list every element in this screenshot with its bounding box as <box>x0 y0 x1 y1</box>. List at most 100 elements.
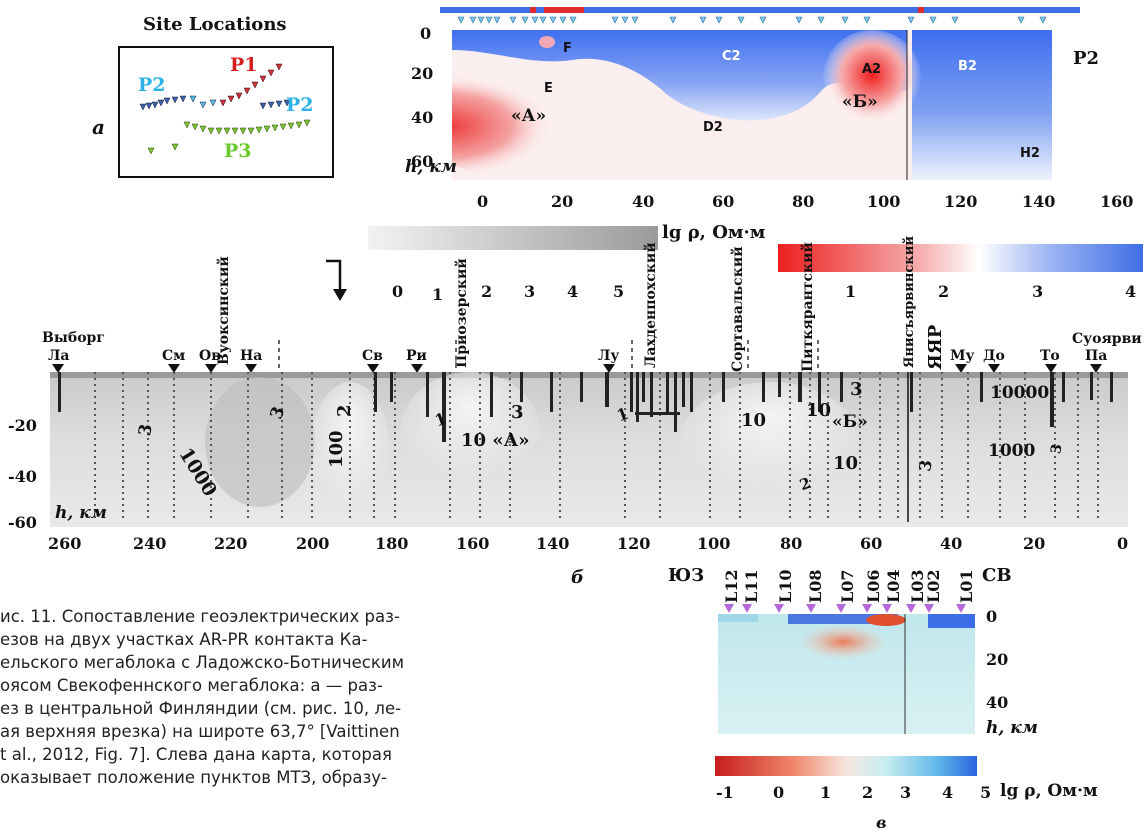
colorbar-a-tick: 4 <box>1125 282 1137 301</box>
section-v-depth-label: h, км <box>986 718 1038 738</box>
gray-scale-tick: 2 <box>481 282 493 301</box>
caption-line: оясом Свекофеннского мегаблока: а — раз- <box>0 676 383 695</box>
map-label-p1: P1 <box>230 54 258 76</box>
p2-resistivity-section <box>452 30 1062 180</box>
caption-line: езов на двух участках AR-PR контакта Ка- <box>0 630 368 649</box>
station-label: То <box>1040 348 1060 364</box>
station-label: Ри <box>406 348 427 364</box>
colorbar-v-tick: 4 <box>942 783 954 802</box>
station-markers-b <box>52 364 1102 373</box>
map-title: Site Locations <box>143 14 287 35</box>
section-a-x-tick: 100 <box>867 192 901 211</box>
region-f: F <box>563 41 572 56</box>
p2-station-strip <box>440 7 1080 24</box>
colorbar-v-tick: 2 <box>862 783 874 802</box>
panel-v-label: в <box>876 813 887 832</box>
station-label: Па <box>1085 348 1108 364</box>
section-v-y-tick: 20 <box>986 650 1009 669</box>
caption-line: ез в центральной Финляндии (см. рис. 10,… <box>0 699 402 718</box>
karelia-resistivity-section <box>50 372 1128 527</box>
gray-scale-tick: 5 <box>613 282 625 301</box>
section-a-x-tick: 160 <box>1100 192 1134 211</box>
station-label: Св <box>362 348 383 364</box>
gray-scale-tick: 3 <box>524 282 536 301</box>
sw-label: ЮЗ <box>668 565 705 586</box>
site-markers <box>139 63 311 155</box>
profile-label: P2 <box>1073 48 1100 69</box>
resistivity-value: 100 <box>326 430 347 468</box>
p2-light-markers <box>189 95 217 109</box>
resistivity-value: 3 <box>850 379 863 400</box>
section-a-depth-label: h, км <box>405 157 457 177</box>
caption-line: ис. 11. Сопоставление геоэлектрических р… <box>0 607 400 626</box>
arrow-down-icon <box>326 259 347 301</box>
gray-scale-tick: 4 <box>567 282 579 301</box>
p2-markers <box>139 95 291 111</box>
colorbar-a-tick: 3 <box>1032 282 1044 301</box>
label-vyborg: Выборг <box>42 330 105 346</box>
ne-label: СВ <box>982 565 1012 586</box>
station-label: Ла <box>48 348 70 364</box>
site-locations-map: P1 P2 P2 P3 <box>118 46 334 178</box>
section-b-x-tick: 80 <box>780 534 803 553</box>
section-b-x-tick: 0 <box>1117 534 1129 553</box>
resistivity-value: «Б» <box>832 412 868 432</box>
resistivity-value: 10 <box>833 453 859 474</box>
colorbars-top <box>368 226 1143 272</box>
resistivity-value: 10 <box>741 410 767 431</box>
section-a-x-tick: 140 <box>1022 192 1056 211</box>
section-b-x-tick: 260 <box>48 534 82 553</box>
station-label-v: L01 <box>957 569 976 603</box>
section-b-x-tick: 160 <box>456 534 490 553</box>
colorbar-a-label: lg ρ, Ом·м <box>662 222 766 243</box>
section-a-y-tick: 60 <box>411 152 434 171</box>
resistivity-value: 10000 <box>990 383 1050 403</box>
station-label-v: L06 <box>864 569 883 603</box>
p3-markers <box>147 119 311 155</box>
section-a-y-tick: 20 <box>411 64 434 83</box>
region-a2: A2 <box>862 62 882 77</box>
station-label-v: L08 <box>806 569 825 603</box>
section-a-x-tick: 20 <box>551 192 574 211</box>
colorbar-v-tick: -1 <box>716 783 734 802</box>
caption-line: оказывает положение пунктов МТЗ, образу- <box>0 768 387 787</box>
station-label-v: L12 <box>722 569 741 603</box>
caption-line: ельского мегаблока с Ладожско-Ботнически… <box>0 653 405 672</box>
caption-line: t al., 2012, Fig. 7]. Слева дана карта, … <box>0 745 392 764</box>
station-label: На <box>240 348 263 364</box>
map-label-p2-left: P2 <box>138 74 166 96</box>
resistivity-value: 1000 <box>988 441 1036 461</box>
section-a-x-tick: 60 <box>712 192 735 211</box>
section-b-x-tick: 180 <box>375 534 409 553</box>
section-v-y-tick: 40 <box>986 693 1009 712</box>
section-b-x-tick: 240 <box>133 534 167 553</box>
map-label-p3: P3 <box>224 140 252 162</box>
section-a-x-tick: 40 <box>632 192 655 211</box>
section-b-x-tick: 140 <box>536 534 570 553</box>
figure-caption: ис. 11. Сопоставление геоэлектрических р… <box>0 605 610 789</box>
station-label: Лу <box>598 348 620 364</box>
label-suoyarvi: Суоярви <box>1072 331 1142 347</box>
station-label-v: L11 <box>742 569 761 603</box>
section-b-x-tick: 40 <box>940 534 963 553</box>
section-b-x-tick: 20 <box>1023 534 1046 553</box>
region-e: E <box>544 81 553 96</box>
ladoga-resistivity-section <box>718 614 975 734</box>
section-v-y-tick: 0 <box>986 607 998 626</box>
station-label: См <box>162 348 186 364</box>
colorbar-v-tick: 5 <box>980 783 992 802</box>
panel-a-label: а <box>92 115 105 139</box>
section-b-y-tick: -40 <box>8 467 37 486</box>
zone-boundary-markers <box>278 340 819 370</box>
colorbar-v-tick: 0 <box>773 783 785 802</box>
resistivity-value: 10 «А» <box>461 430 530 451</box>
p1-markers <box>219 63 283 107</box>
colorbar-v-tick: 3 <box>900 783 912 802</box>
colorbar-a-tick: 1 <box>845 282 857 301</box>
station-label-v: L07 <box>838 569 857 603</box>
section-b-x-tick: 60 <box>860 534 883 553</box>
station-label-v: L10 <box>776 569 795 603</box>
resistivity-value: 2 <box>334 404 355 417</box>
station-label-v: L04 <box>884 569 903 603</box>
region-b2: B2 <box>958 59 977 74</box>
